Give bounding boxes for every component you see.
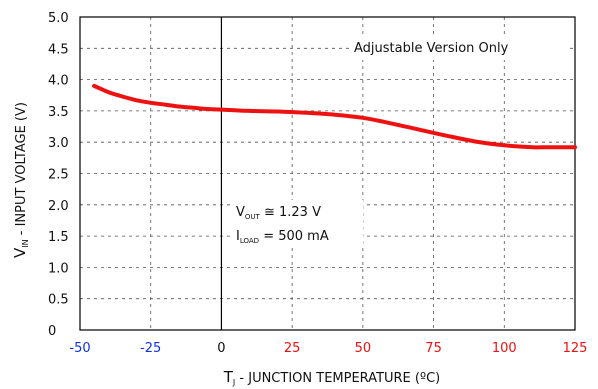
y-tick-label: 2.5 [48, 168, 69, 183]
grid [79, 16, 576, 331]
x-tick-label: -50 [69, 341, 90, 356]
y-tick-label: 0 [48, 324, 56, 339]
x-tick-label: 125 [563, 341, 588, 356]
annotation-conditions-bg [233, 200, 363, 246]
x-tick-label: 75 [425, 341, 442, 356]
series-line [92, 83, 577, 150]
annotation-iload: ILOAD = 500 mA [236, 229, 329, 245]
y-tick-label: 4.5 [48, 42, 69, 57]
annotation-vout: VOUT ≅ 1.23 V [236, 205, 321, 221]
y-tick-label: 2.0 [48, 199, 69, 214]
x-tick-label: 50 [355, 341, 372, 356]
x-axis-title: TJ - JUNCTION TEMPERATURE (ºC) [223, 368, 441, 387]
x-tick-label: 0 [217, 341, 225, 356]
x-tick-label: 25 [284, 341, 301, 356]
plot-frame [79, 16, 576, 331]
y-tick-label: 4.0 [48, 74, 69, 89]
y-tick-labels: 0 0.5 1.0 1.5 2.0 2.5 3.0 3.5 4.0 4.5 5.0 [48, 11, 69, 339]
y-tick-label: 5.0 [48, 11, 69, 26]
annotation-adjustable: Adjustable Version Only [354, 41, 509, 56]
y-tick-label: 0.5 [48, 293, 69, 308]
y-tick-label: 3.5 [48, 105, 69, 120]
y-tick-label: 1.0 [48, 261, 69, 276]
annotation-box-bg [350, 34, 566, 60]
x-tick-label: -25 [140, 341, 161, 356]
y-tick-label: 3.0 [48, 136, 69, 151]
x-tick-label: 100 [492, 341, 517, 356]
x-tick-labels: -50 -25 0 25 50 75 100 125 [69, 341, 587, 356]
y-tick-label: 1.5 [48, 230, 69, 245]
y-axis-title: VIN - INPUT VOLTAGE (V) [11, 102, 30, 258]
